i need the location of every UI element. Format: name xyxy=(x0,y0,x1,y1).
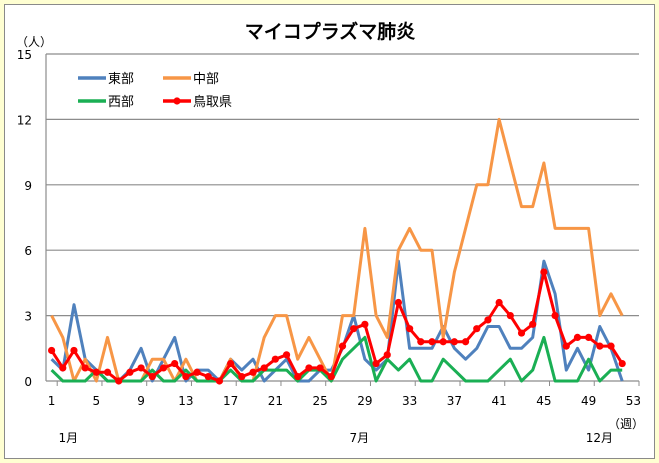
data-point xyxy=(361,320,369,328)
data-point xyxy=(506,312,514,320)
legend-label: 西部 xyxy=(108,95,134,110)
legend-marker xyxy=(173,97,181,105)
data-point xyxy=(607,342,615,350)
y-tick-label: 0 xyxy=(24,375,32,389)
data-point xyxy=(59,364,67,372)
data-point xyxy=(182,373,190,381)
data-point xyxy=(461,338,470,346)
data-point xyxy=(238,373,246,381)
data-point xyxy=(596,342,604,350)
data-point xyxy=(484,316,492,324)
data-point xyxy=(540,268,548,276)
y-tick-label: 9 xyxy=(24,179,32,193)
y-tick-label: 15 xyxy=(17,48,32,62)
series-line-西部 xyxy=(50,335,623,383)
x-tick-label: 49 xyxy=(581,394,596,408)
data-point xyxy=(383,351,391,359)
data-point xyxy=(439,338,447,346)
data-point xyxy=(215,377,224,385)
x-tick-label: 5 xyxy=(93,394,101,408)
data-point xyxy=(450,338,458,346)
data-point xyxy=(495,298,503,307)
x-axis-unit: （週） xyxy=(608,417,644,431)
data-point xyxy=(551,312,559,320)
x-tick-label: 1 xyxy=(48,394,56,408)
data-point xyxy=(282,351,291,359)
x-tick-label: 37 xyxy=(447,394,462,408)
data-point xyxy=(562,342,570,350)
data-point xyxy=(249,368,257,376)
x-tick-label: 41 xyxy=(491,394,506,408)
x-tick-label: 33 xyxy=(402,394,417,408)
data-point xyxy=(48,346,56,355)
series-line-中部 xyxy=(50,117,624,383)
y-tick-label: 6 xyxy=(24,244,32,258)
month-label: 12月 xyxy=(586,431,613,445)
data-point xyxy=(92,368,100,376)
x-tick-label: 9 xyxy=(137,394,145,408)
data-point xyxy=(148,373,156,381)
data-point xyxy=(618,359,626,368)
x-tick-label: 25 xyxy=(312,394,327,408)
data-point xyxy=(115,377,123,385)
data-point xyxy=(529,320,537,328)
data-point xyxy=(372,359,380,368)
x-tick-label: 13 xyxy=(178,394,193,408)
data-point xyxy=(406,325,414,333)
x-tick-label: 45 xyxy=(536,394,551,408)
data-point xyxy=(473,325,481,333)
legend-label: 東部 xyxy=(108,71,134,87)
legend-label: 中部 xyxy=(193,72,219,87)
data-point xyxy=(193,368,201,376)
data-point xyxy=(227,359,235,368)
data-point xyxy=(305,364,313,372)
data-point xyxy=(316,364,324,372)
data-point xyxy=(204,373,212,381)
series-line-鳥取県 xyxy=(50,270,624,383)
data-point xyxy=(294,373,302,381)
data-point xyxy=(350,325,358,333)
data-point xyxy=(517,329,526,337)
x-tick-label: 21 xyxy=(268,394,283,408)
data-point xyxy=(338,342,347,350)
data-point xyxy=(159,364,168,372)
data-point xyxy=(271,355,279,363)
data-point xyxy=(70,346,78,355)
data-point xyxy=(417,338,425,346)
data-point xyxy=(394,298,403,307)
data-point xyxy=(81,364,89,372)
month-label: 7月 xyxy=(349,431,369,445)
month-label: 1月 xyxy=(59,431,79,445)
y-tick-label: 3 xyxy=(24,310,32,324)
data-point xyxy=(137,364,145,372)
x-tick-label: 29 xyxy=(357,394,372,408)
data-point xyxy=(103,368,112,376)
y-axis-unit: （人） xyxy=(16,35,52,49)
data-point xyxy=(428,338,436,346)
y-tick-label: 12 xyxy=(17,113,32,127)
data-point xyxy=(327,373,335,381)
x-tick-label: 17 xyxy=(223,394,238,408)
x-tick-label: 53 xyxy=(626,394,641,408)
data-point xyxy=(260,364,268,372)
legend-label: 鳥取県 xyxy=(193,95,232,110)
chart-title: マイコプラズマ肺炎 xyxy=(245,20,416,43)
data-point xyxy=(573,333,582,341)
data-point xyxy=(126,368,134,376)
data-point xyxy=(585,333,593,341)
chart-panel xyxy=(4,4,655,459)
data-point xyxy=(171,359,179,368)
